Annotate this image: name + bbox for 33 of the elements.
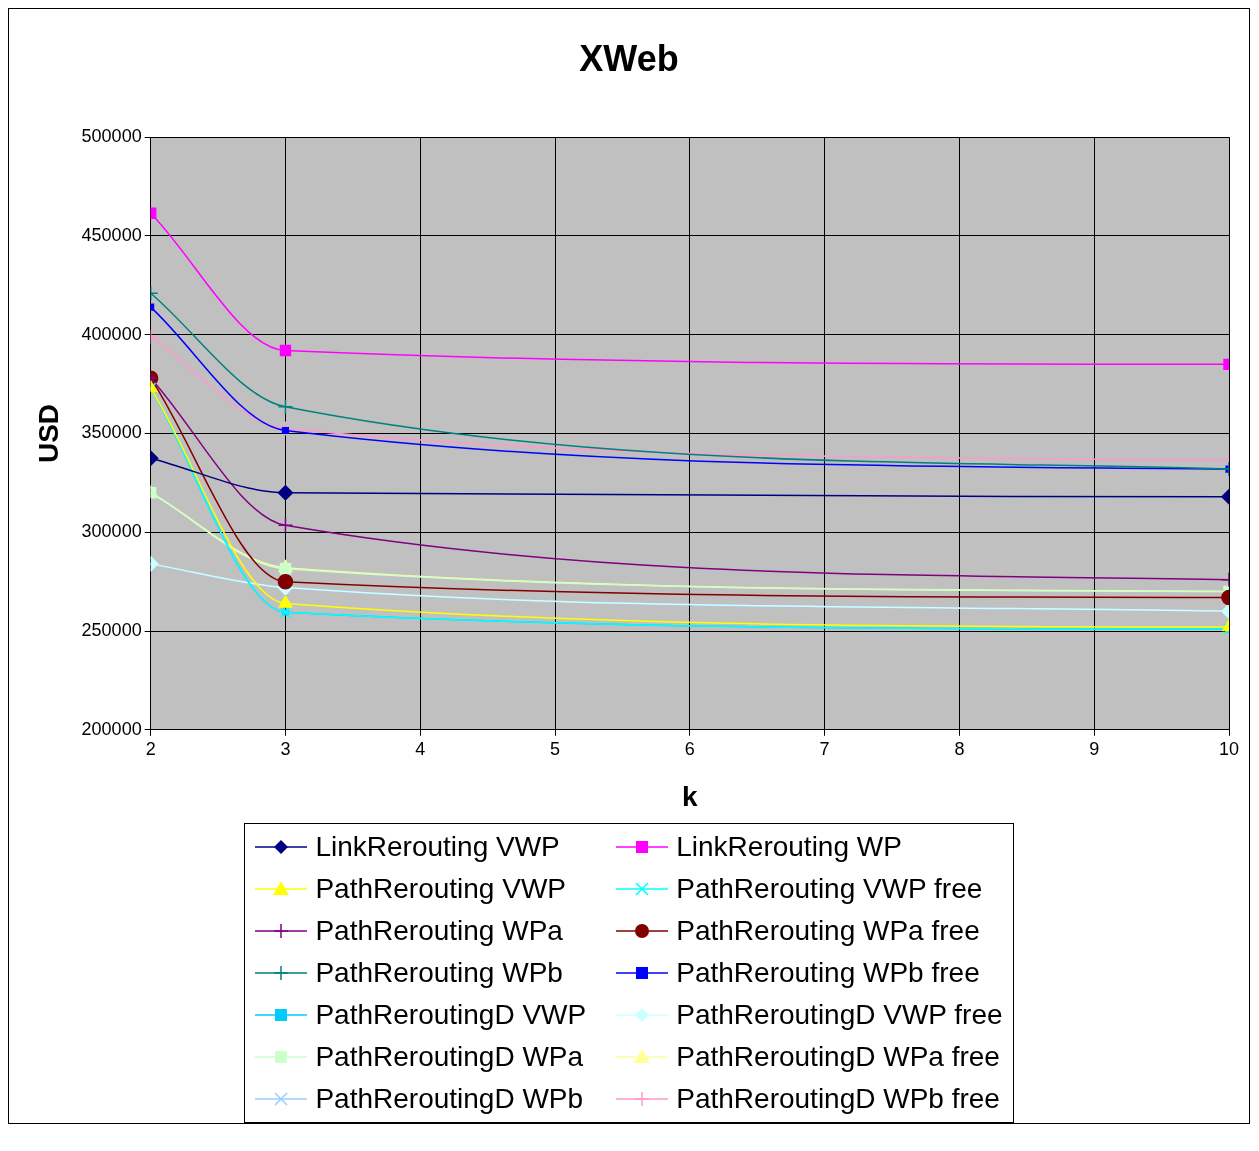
x-tick-label: 2 — [145, 738, 156, 759]
legend-label: PathRerouting WPa free — [676, 914, 980, 948]
legend-label: LinkRerouting WP — [676, 830, 902, 864]
legend-label: PathReroutingD VWP free — [676, 998, 1003, 1032]
x-tick-label: 8 — [954, 738, 965, 759]
legend-label: PathRerouting WPb free — [676, 956, 980, 990]
legend-label: PathReroutingD WPb — [315, 1082, 584, 1116]
legend-label: PathReroutingD VWP — [315, 998, 587, 1032]
y-tick-label: 200000 — [81, 718, 142, 739]
chart-title: XWeb — [579, 37, 679, 79]
y-tick-label: 400000 — [81, 323, 142, 344]
x-tick-label: 4 — [415, 738, 426, 759]
y-axis-title: USD — [32, 403, 64, 464]
x-tick-label: 7 — [819, 738, 830, 759]
legend-label: PathReroutingD WPa free — [676, 1040, 1000, 1074]
legend-label: PathRerouting VWP — [315, 872, 567, 906]
legend-label: LinkRerouting VWP — [315, 830, 560, 864]
y-tick-label: 250000 — [81, 620, 142, 640]
y-tick-label: 300000 — [81, 521, 142, 542]
legend-label: PathRerouting WPb — [315, 956, 563, 990]
y-tick-label: 350000 — [81, 422, 142, 443]
legend-label: PathRerouting WPa — [315, 914, 563, 948]
legend-label: PathReroutingD WPb free — [676, 1082, 1000, 1116]
y-tick-label: 500000 — [81, 126, 142, 147]
x-tick-label: 3 — [280, 738, 291, 759]
x-tick-label: 10 — [1218, 738, 1240, 759]
x-tick-label: 9 — [1089, 738, 1100, 759]
legend-label: PathRerouting VWP free — [676, 872, 983, 906]
x-tick-label: 6 — [684, 738, 695, 759]
x-axis-title: k — [682, 780, 699, 812]
x-tick-label: 5 — [550, 738, 561, 759]
legend-label: PathReroutingD WPa — [315, 1040, 584, 1074]
y-tick-label: 450000 — [81, 224, 142, 245]
